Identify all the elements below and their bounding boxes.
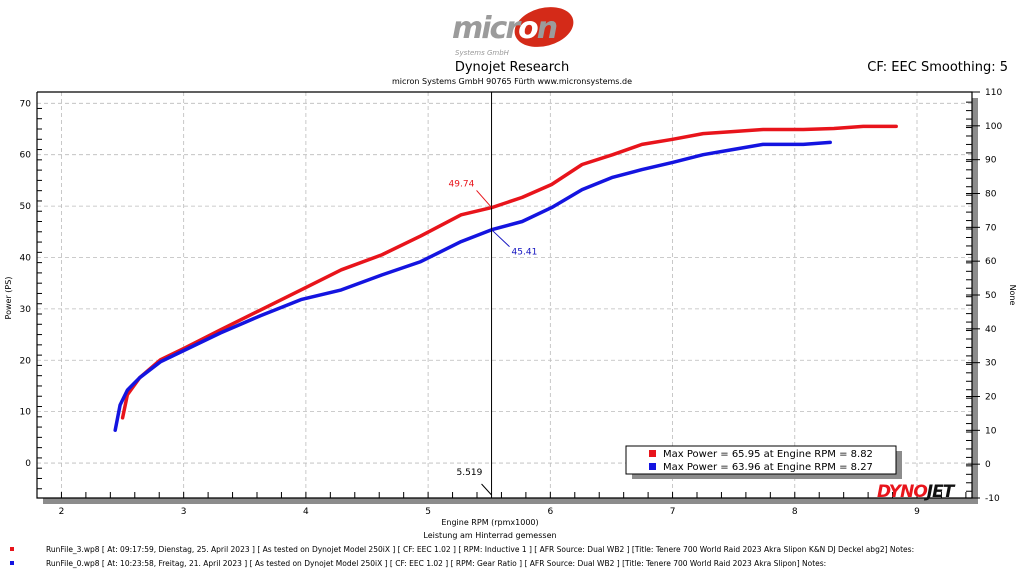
y2-tick-label: -10 [985,494,1000,504]
legend-swatch-blue [649,463,656,470]
y-tick-label: 40 [20,253,32,263]
run-color-blue [10,561,14,565]
x-tick-label: 2 [59,507,65,517]
run-color-red [10,547,14,551]
y2-tick-label: 30 [985,359,997,369]
chart-title: Dynojet Research [455,60,569,75]
annotation-arrow-red [476,190,492,208]
run-info-2: RunFile_0.wp8 [ At: 10:23:58, Freitag, 2… [46,559,827,568]
y-tick-label: 0 [25,459,31,469]
y-tick-label: 70 [20,99,32,109]
series-line-1 [113,140,832,432]
x-tick-label: 5 [425,507,431,517]
x-tick-label: 8 [792,507,798,517]
y2-tick-label: 60 [985,257,997,267]
axis-shadow-right [972,98,978,504]
y-tick-label: 20 [20,356,32,366]
y2-tick-label: 80 [985,190,997,200]
x-tick-label: 6 [547,507,553,517]
y2-axis-label: None [1008,285,1017,306]
y2-tick-label: 0 [985,460,991,470]
run-info-1: RunFile_3.wp8 [ At: 09:17:59, Dienstag, … [46,545,915,554]
legend-box: Max Power = 65.95 at Engine RPM = 8.82 M… [625,445,902,479]
annotation-arrow-blue [491,229,510,248]
legend-entry: Max Power = 63.96 at Engine RPM = 8.27 [663,462,873,473]
x-tick-label: 3 [181,507,187,517]
y2-tick-label: 40 [985,325,997,335]
chart-subtitle: micron Systems GmbH 90765 Fürth www.micr… [392,77,632,86]
legend-swatch-red [649,450,656,457]
y2-tick-label: 50 [985,291,997,301]
annotation-label-red: 49.74 [449,179,475,189]
y-axis-label: Power (PS) [4,277,13,320]
axis-shadow-bottom [43,498,977,504]
y-tick-label: 30 [20,305,32,315]
chart-note: Leistung am Hinterrad gemessen [423,531,556,540]
svg-text:micron: micron [452,11,557,46]
y2-tick-label: 110 [985,88,1002,98]
x-tick-label: 9 [914,507,920,517]
y-tick-label: 10 [20,408,32,418]
y2-tick-label: 70 [985,223,997,233]
y-tick-label: 50 [20,202,32,212]
x-axis-label: Engine RPM (rpmx1000) [441,518,538,527]
plot-frame [36,91,973,499]
smoothing-info: CF: EEC Smoothing: 5 [867,60,1008,75]
legend-entry: Max Power = 65.95 at Engine RPM = 8.82 [663,449,873,460]
cursor-arrow [481,483,492,496]
micron-logo: micron Systems GmbH [452,7,574,57]
y2-tick-label: 20 [985,393,997,403]
x-tick-label: 7 [670,507,676,517]
series-line-0 [120,124,898,420]
y2-tick-label: 90 [985,156,997,166]
annotation-label-blue: 45.41 [512,248,538,258]
y-tick-label: 60 [20,151,32,161]
cursor-label: 5.519 [457,468,483,478]
dynojet-logo: DYNOJET [877,482,956,502]
y2-tick-label: 10 [985,426,997,436]
x-tick-label: 4 [303,507,309,517]
svg-text:Systems GmbH: Systems GmbH [455,49,510,57]
y2-tick-label: 100 [985,122,1002,132]
